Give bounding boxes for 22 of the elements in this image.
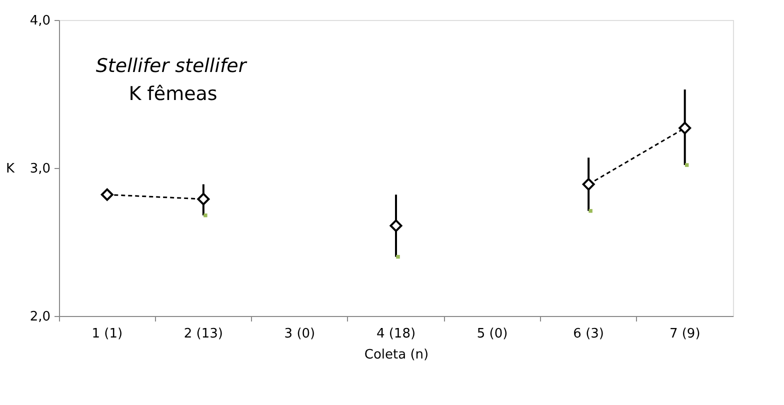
point — [100, 188, 114, 201]
x-tick-label: 7 (9) — [669, 326, 700, 342]
x-tick-label: 5 (0) — [476, 326, 508, 342]
y-tick-label: 2,0 — [30, 310, 50, 324]
y-tick-label: 3,0 — [30, 162, 50, 176]
x-tick-label: 4 (18) — [376, 326, 416, 342]
point — [678, 122, 692, 134]
text: K fêmeas — [128, 83, 218, 105]
point — [582, 178, 595, 191]
point — [396, 254, 400, 259]
point — [588, 209, 592, 213]
point — [197, 192, 210, 206]
y-tick-label: 4,0 — [30, 14, 50, 28]
x-tick-label: 2 (13) — [184, 326, 223, 342]
x-tick-label: 1 (1) — [92, 326, 123, 342]
point — [684, 163, 689, 167]
x-tick-label: 6 (3) — [573, 326, 604, 342]
text: Stellifer stellifer — [96, 55, 248, 77]
point — [390, 219, 402, 232]
x-axis-title: Coleta (n) — [364, 348, 429, 362]
y-axis-title: K — [6, 162, 15, 176]
x-tick-label: 3 (0) — [284, 326, 316, 342]
